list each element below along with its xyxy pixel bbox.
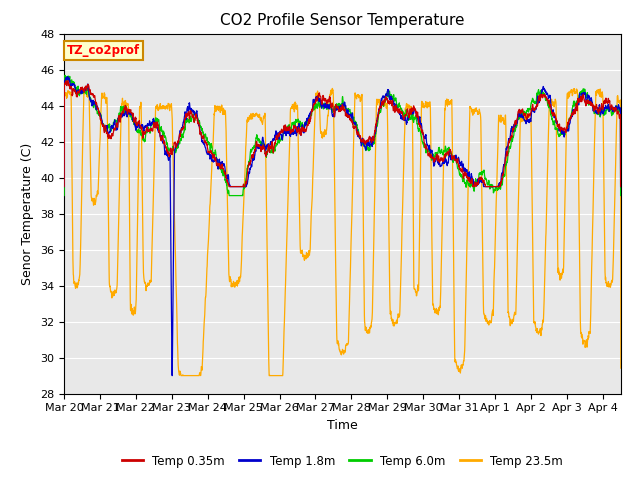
Title: CO2 Profile Sensor Temperature: CO2 Profile Sensor Temperature xyxy=(220,13,465,28)
Legend: Temp 0.35m, Temp 1.8m, Temp 6.0m, Temp 23.5m: Temp 0.35m, Temp 1.8m, Temp 6.0m, Temp 2… xyxy=(117,450,568,472)
Text: TZ_co2prof: TZ_co2prof xyxy=(67,44,140,58)
X-axis label: Time: Time xyxy=(327,419,358,432)
Y-axis label: Senor Temperature (C): Senor Temperature (C) xyxy=(22,143,35,285)
